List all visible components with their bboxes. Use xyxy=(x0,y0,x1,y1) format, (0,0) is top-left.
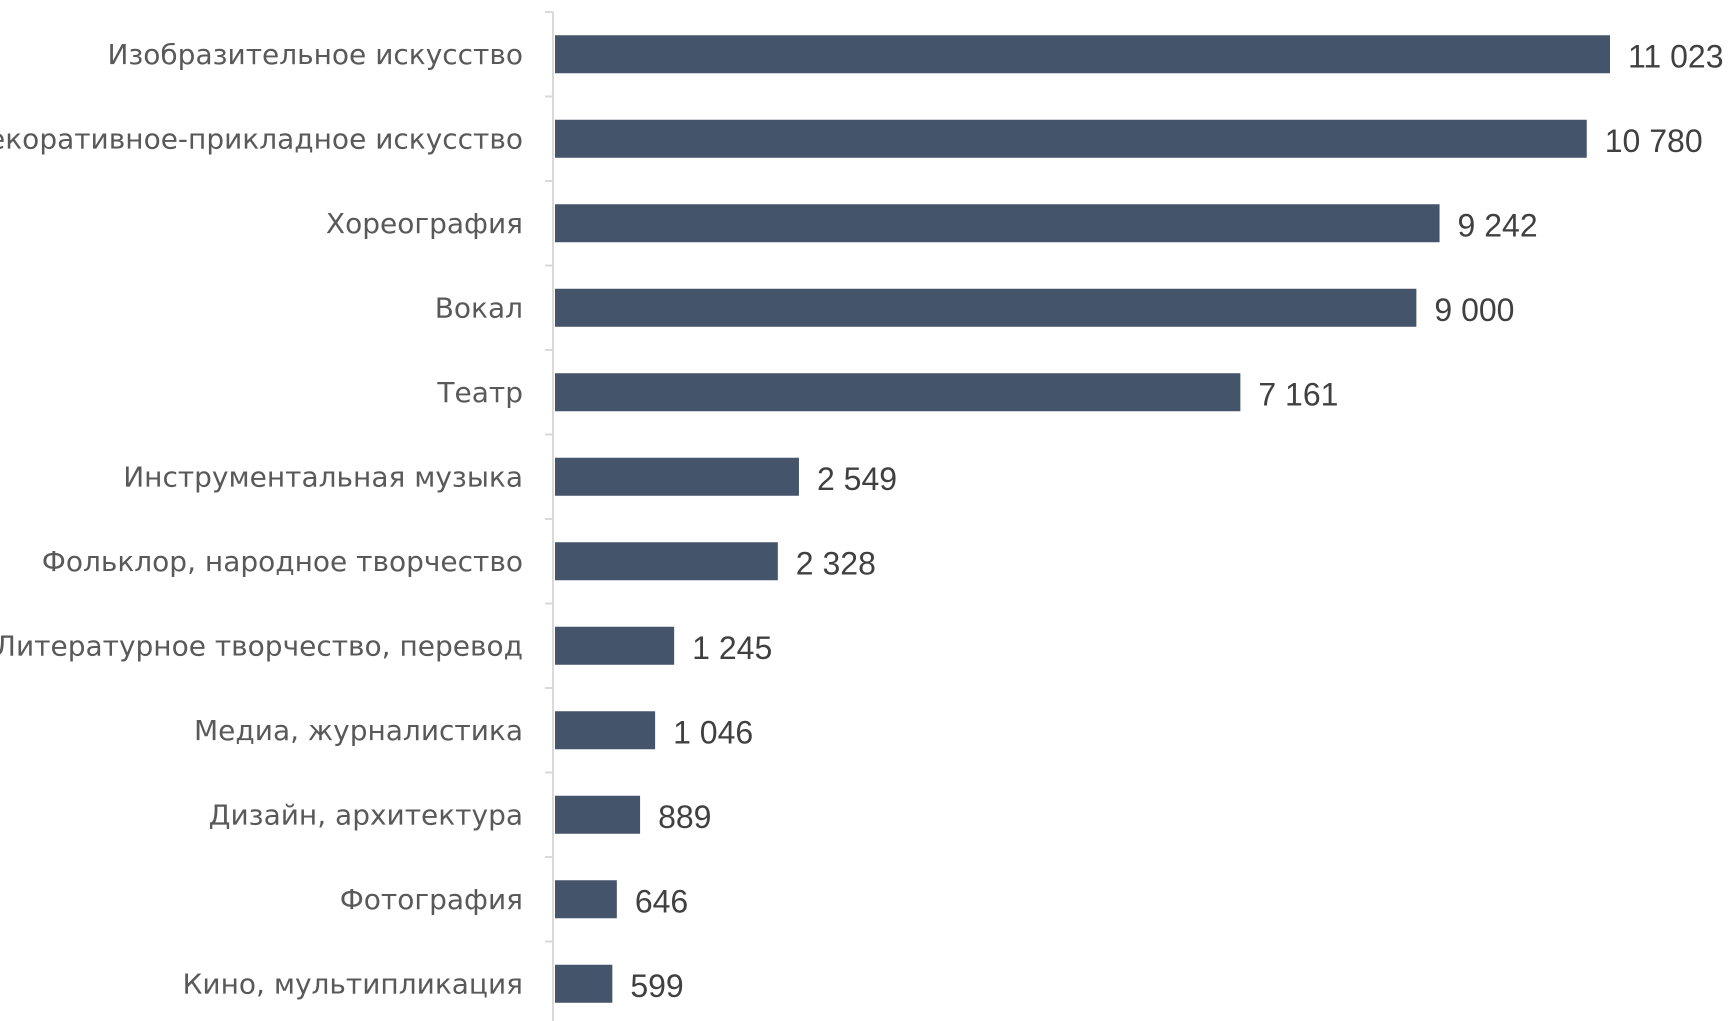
bar xyxy=(555,373,1241,412)
category-label: Инструментальная музыка xyxy=(123,460,523,493)
category-label: Вокал xyxy=(435,291,523,324)
data-label: 1 245 xyxy=(692,630,772,666)
category-labels-group: Изобразительное искусство Декоративное-пр… xyxy=(0,38,523,1001)
category-label: Фотография xyxy=(340,883,523,916)
data-label: 10 780 xyxy=(1605,123,1703,159)
bar xyxy=(555,964,613,1003)
data-label: 889 xyxy=(658,799,711,835)
bar xyxy=(555,35,1610,74)
bar xyxy=(555,288,1417,327)
bar xyxy=(555,204,1440,243)
category-label: Литературное творчество, перевод xyxy=(0,629,523,662)
category-axis xyxy=(545,11,554,1021)
category-label: Фольклор, народное творчество xyxy=(42,545,523,578)
bar xyxy=(555,711,656,750)
data-label: 646 xyxy=(635,883,688,919)
bars-group xyxy=(555,35,1610,1003)
data-label: 599 xyxy=(630,968,683,1004)
category-label: Дизайн, архитектура xyxy=(209,798,523,831)
bar xyxy=(555,880,617,919)
bar xyxy=(555,795,641,834)
data-label: 2 549 xyxy=(817,461,897,497)
bar xyxy=(555,119,1587,158)
data-label: 9 242 xyxy=(1458,207,1538,243)
value-labels-group: 11 023 10 780 9 242 9 000 7 161 2 549 2 328 1 2… xyxy=(630,38,1723,1004)
bar xyxy=(555,542,778,581)
bar xyxy=(555,626,675,665)
data-label: 7 161 xyxy=(1258,376,1338,412)
category-label: Медиа, журналистика xyxy=(194,714,523,747)
category-label: Декоративное-прикладное искусство xyxy=(0,122,523,155)
data-label: 9 000 xyxy=(1434,292,1514,328)
data-label: 1 046 xyxy=(673,714,753,750)
bar xyxy=(555,457,799,496)
data-label: 11 023 xyxy=(1628,38,1724,74)
category-label: Хореография xyxy=(326,207,523,240)
category-label: Театр xyxy=(436,376,523,409)
data-label: 2 328 xyxy=(796,545,876,581)
category-label: Кино, мультипликация xyxy=(183,967,523,1000)
category-label: Изобразительное искусство xyxy=(107,38,523,71)
